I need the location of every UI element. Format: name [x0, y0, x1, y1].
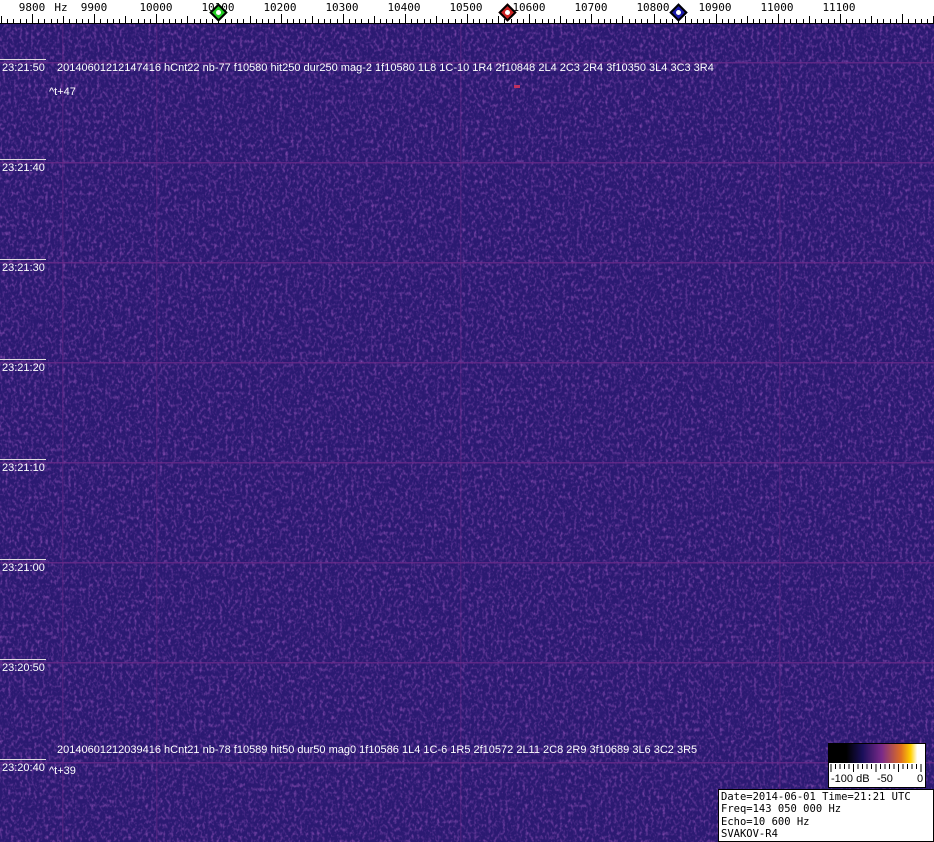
time-gridline	[0, 562, 934, 564]
freq-gridline	[156, 24, 158, 842]
status-frequency: Freq=143 050 000 Hz	[721, 803, 842, 816]
freq-label: 10500	[449, 1, 483, 14]
color-gradient	[829, 744, 925, 763]
event-info-1: 20140601212147416 hCnt22 nb-77 f10580 hi…	[57, 62, 714, 74]
event-offset-2: ^t+39	[49, 765, 76, 777]
freq-label: 11100	[822, 1, 856, 14]
time-label: 23:21:30	[0, 259, 46, 274]
time-label: 23:21:10	[0, 459, 46, 474]
time-label: 23:20:50	[0, 659, 46, 674]
color-scale: -100 dB -50 0	[828, 743, 926, 788]
freq-label: 10700	[574, 1, 608, 14]
time-gridline	[0, 262, 934, 264]
event-offset-1: ^t+47	[49, 86, 76, 98]
time-label: 23:21:50	[0, 59, 46, 74]
event-info-2: 20140601212039416 hCnt21 nb-78 f10589 hi…	[57, 744, 698, 756]
freq-label-9800: 9800	[18, 1, 46, 14]
freq-label: 10000	[139, 1, 173, 14]
status-box: Date=2014-06-01 Time=21:21 UTC Freq=143 …	[718, 789, 934, 842]
time-gridline	[0, 762, 934, 764]
frequency-ticks	[0, 14, 934, 24]
status-station: SVAKOV-R4	[721, 827, 778, 840]
freq-label: 11000	[760, 1, 794, 14]
freq-label: 10900	[698, 1, 732, 14]
time-label: 23:21:00	[0, 559, 46, 574]
time-gridline	[0, 362, 934, 364]
freq-label: 10400	[387, 1, 421, 14]
time-gridline	[0, 162, 934, 164]
time-label: 23:21:20	[0, 359, 46, 374]
freq-label: 10300	[325, 1, 359, 14]
time-gridline	[0, 462, 934, 464]
noise-background	[0, 24, 934, 842]
echo-spot	[514, 85, 520, 88]
color-scale-ticks	[830, 764, 922, 772]
freq-gridline	[460, 24, 462, 842]
freq-label: 9900	[80, 1, 108, 14]
color-scale-min: -100 dB	[831, 773, 870, 785]
freq-unit: Hz	[54, 1, 68, 14]
time-label: 23:20:40	[0, 759, 46, 774]
freq-label: 10800	[636, 1, 670, 14]
status-date-time: Date=2014-06-01 Time=21:21 UTC	[721, 791, 911, 803]
freq-gridline	[779, 24, 781, 842]
status-echo: Echo=10 600 Hz	[721, 815, 810, 828]
time-gridline	[0, 62, 934, 64]
time-gridline	[0, 662, 934, 664]
freq-gridline	[62, 24, 64, 842]
time-label: 23:21:40	[0, 159, 46, 174]
color-scale-max: 0	[917, 773, 924, 785]
freq-label: 10600	[512, 1, 546, 14]
frequency-axis: 9800 Hz 9900 10000 10100 10200 10300 104…	[0, 0, 934, 24]
waterfall-spectrogram: 23:21:50 23:21:40 23:21:30 23:21:20 23:2…	[0, 24, 934, 842]
color-scale-mid: -50	[877, 773, 893, 785]
freq-label: 10200	[263, 1, 297, 14]
